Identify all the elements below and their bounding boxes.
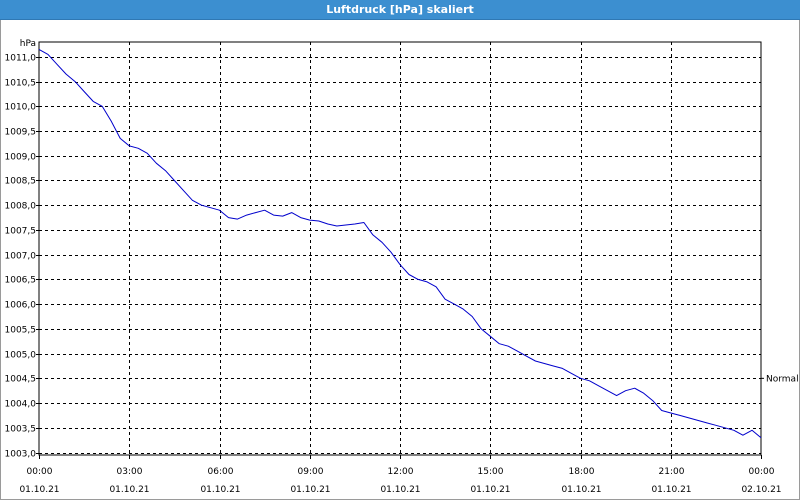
tick-labels: 1011,0 1010,5 1010,0 1009,5 1009,0 1008,5 1008… <box>5 39 799 495</box>
x-tick-label-date: 01.10.21 <box>380 485 420 495</box>
x-tick-label-date: 01.10.21 <box>200 485 240 495</box>
x-tick-label-time: 15:00 <box>478 467 504 477</box>
chart-title: Luftdruck [hPa] skaliert <box>326 3 474 16</box>
x-tick-label-time: 03:00 <box>117 467 143 477</box>
x-tick-label-time: 21:00 <box>659 467 685 477</box>
y-tick-label: 1004,0 <box>5 400 37 410</box>
y-tick-label: 1005,0 <box>5 351 37 361</box>
y-tick-label: 1003,0 <box>5 450 37 460</box>
chart-title-bar: Luftdruck [hPa] skaliert <box>0 0 800 20</box>
series-layer <box>38 48 762 439</box>
x-tick-label-time: 00:00 <box>749 467 775 477</box>
x-tick-label-date: 01.10.21 <box>19 485 59 495</box>
grid <box>39 42 761 455</box>
y-tick-label: 1010,5 <box>5 79 37 89</box>
x-tick-label-time: 00:00 <box>27 467 53 477</box>
axes <box>36 41 764 459</box>
y-tick-label: 1003,5 <box>5 425 37 435</box>
y-tick-label: 1007,5 <box>5 227 37 237</box>
x-tick-label-time: 18:00 <box>569 467 595 477</box>
y-tick-label: 1006,0 <box>5 301 37 311</box>
x-tick-label-date: 01.10.21 <box>290 485 330 495</box>
y-tick-label: 1005,5 <box>5 326 37 336</box>
y-unit-label: hPa <box>20 39 36 49</box>
x-tick-label-date: 01.10.21 <box>561 485 601 495</box>
y-tick-label: 1006,5 <box>5 276 37 286</box>
x-tick-label-time: 12:00 <box>388 467 414 477</box>
y-tick-label: 1008,0 <box>5 202 37 212</box>
y-tick-label: 1011,0 <box>5 54 37 64</box>
x-tick-label-time: 09:00 <box>298 467 324 477</box>
y-tick-label: 1010,0 <box>5 103 37 113</box>
y-tick-label: 1007,0 <box>5 252 37 262</box>
line-chart: 1011,0 1010,5 1010,0 1009,5 1009,0 1008,5 1008… <box>5 39 799 495</box>
x-tick-label-time: 06:00 <box>208 467 234 477</box>
chart-area: 1011,0 1010,5 1010,0 1009,5 1009,0 1008,5 1008… <box>0 20 800 500</box>
x-tick-label-date: 01.10.21 <box>651 485 691 495</box>
y-tick-label: 1004,5 <box>5 375 37 385</box>
series-line <box>38 48 762 439</box>
y-tick-label: 1009,0 <box>5 153 37 163</box>
x-tick-label-date: 01.10.21 <box>109 485 149 495</box>
x-tick-label-date: 02.10.21 <box>741 485 781 495</box>
reference-line-label: Normal <box>766 374 799 384</box>
y-tick-label: 1008,5 <box>5 177 37 187</box>
y-tick-label: 1009,5 <box>5 128 37 138</box>
x-tick-label-date: 01.10.21 <box>470 485 510 495</box>
